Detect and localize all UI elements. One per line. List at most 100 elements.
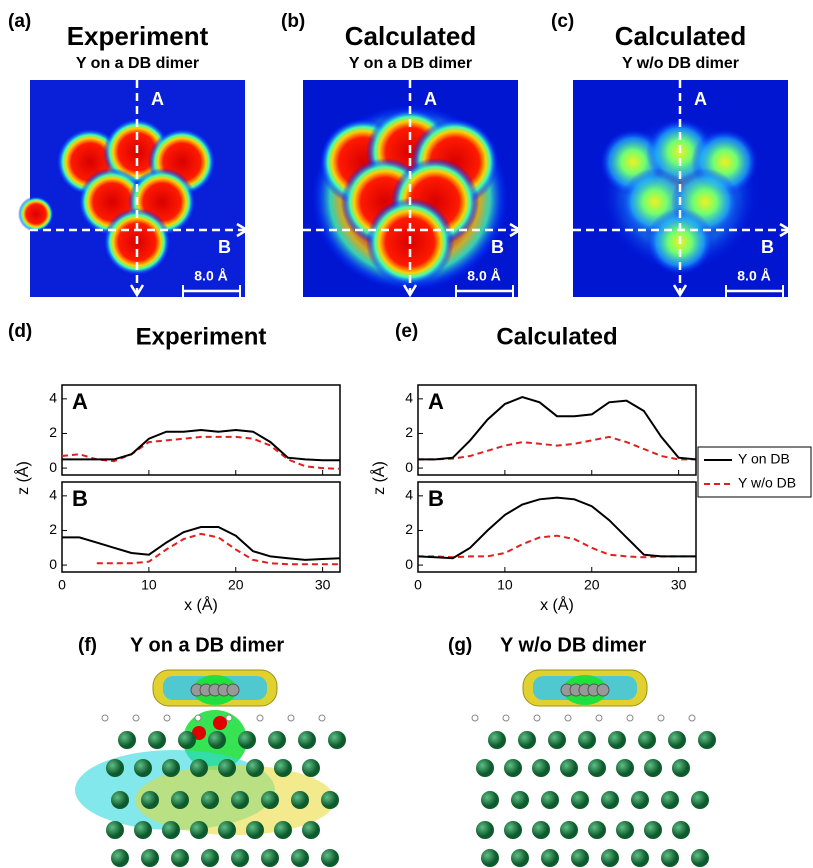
hydrogen-atom [534, 715, 540, 721]
silicon-atom [588, 759, 606, 777]
silicon-atom [201, 849, 219, 867]
panel-title: Calculated [345, 21, 477, 51]
y-tick-label: 0 [405, 459, 413, 475]
silicon-atom [608, 731, 626, 749]
y-axis-label: z (Å) [13, 461, 32, 495]
silicon-atom [518, 731, 536, 749]
silicon-atom [588, 821, 606, 839]
subplot-label: B [72, 486, 88, 511]
subplot-label: A [428, 389, 444, 414]
silicon-atom [481, 791, 499, 809]
silicon-atom [246, 821, 264, 839]
axes-frame [418, 385, 696, 475]
carbon-atom [597, 684, 609, 696]
panel-subtitle: Y on a DB dimer [349, 55, 472, 72]
x-tick-label: 0 [58, 577, 66, 593]
scale-label: 8.0 Å [737, 268, 770, 284]
series-line [62, 527, 340, 560]
y-tick-label: 4 [405, 487, 413, 503]
hydrogen-atom [689, 715, 695, 721]
silicon-atom [601, 849, 619, 867]
silicon-atom [616, 821, 634, 839]
x-axis-label: x (Å) [540, 595, 574, 614]
y-tick-label: 4 [49, 487, 57, 503]
series-line [418, 397, 696, 459]
silicon-atom [541, 791, 559, 809]
silicon-atom [504, 759, 522, 777]
x-tick-label: 10 [497, 577, 513, 593]
silicon-atom [261, 791, 279, 809]
silicon-atom [578, 731, 596, 749]
series-line [418, 437, 696, 460]
silicon-atom [476, 821, 494, 839]
silicon-atom [298, 731, 316, 749]
silicon-atom [190, 759, 208, 777]
silicon-atom [218, 821, 236, 839]
silicon-atom [274, 759, 292, 777]
silicon-atom [238, 731, 256, 749]
series-line [62, 430, 340, 460]
panel-subtitle: Y w/o DB dimer [622, 55, 739, 72]
silicon-atom [291, 791, 309, 809]
hydrogen-atom [472, 715, 478, 721]
hydrogen-atom [164, 715, 170, 721]
silicon-atom [488, 731, 506, 749]
legend-label: Y on DB [738, 451, 790, 467]
silicon-atom [504, 821, 522, 839]
silicon-atom [141, 791, 159, 809]
subplot-label: B [428, 486, 444, 511]
stm-adatom [18, 196, 54, 232]
panel-label: (g) [448, 635, 472, 656]
silicon-atom [571, 849, 589, 867]
silicon-atom [274, 821, 292, 839]
silicon-atom [481, 849, 499, 867]
silicon-atom [190, 821, 208, 839]
series-line [62, 437, 340, 469]
panel-subtitle: Y on a DB dimer [76, 55, 199, 72]
silicon-atom [148, 731, 166, 749]
silicon-atom [511, 849, 529, 867]
silicon-atom [631, 849, 649, 867]
series-line [418, 498, 696, 559]
panel-label: (e) [395, 321, 418, 342]
carbon-atom [227, 684, 239, 696]
y-tick-label: 2 [49, 424, 57, 440]
legend-label: Y w/o DB [738, 475, 796, 491]
x-axis-label: x (Å) [184, 595, 218, 614]
y-tick-label: 0 [49, 459, 57, 475]
silicon-atom [162, 759, 180, 777]
y-tick-label: 2 [405, 424, 413, 440]
y-tick-label: 4 [405, 390, 413, 406]
silicon-atom [162, 821, 180, 839]
hydrogen-atom [565, 715, 571, 721]
silicon-atom [178, 731, 196, 749]
silicon-atom [302, 759, 320, 777]
silicon-atom [691, 791, 709, 809]
hydrogen-atom [257, 715, 263, 721]
silicon-atom [661, 849, 679, 867]
silicon-atom [672, 759, 690, 777]
panel-label: (a) [8, 11, 31, 32]
scale-label: 8.0 Å [467, 268, 500, 284]
silicon-atom [268, 731, 286, 749]
silicon-atom [644, 821, 662, 839]
hydrogen-atom [596, 715, 602, 721]
silicon-atom [638, 731, 656, 749]
silicon-atom [141, 849, 159, 867]
silicon-atom [548, 731, 566, 749]
silicon-atom [698, 731, 716, 749]
silicon-atom [246, 759, 264, 777]
cut-label-a: A [694, 89, 707, 109]
silicon-atom [571, 791, 589, 809]
hydrogen-atom [195, 715, 201, 721]
silicon-atom [631, 791, 649, 809]
silicon-atom [511, 791, 529, 809]
silicon-atom [201, 791, 219, 809]
silicon-atom [560, 821, 578, 839]
x-tick-label: 20 [228, 577, 244, 593]
panel-label: (c) [551, 11, 574, 32]
x-tick-label: 30 [315, 577, 331, 593]
silicon-atom [111, 791, 129, 809]
panel-title: Y w/o DB dimer [500, 634, 647, 656]
y-axis-label: z (Å) [369, 461, 388, 495]
